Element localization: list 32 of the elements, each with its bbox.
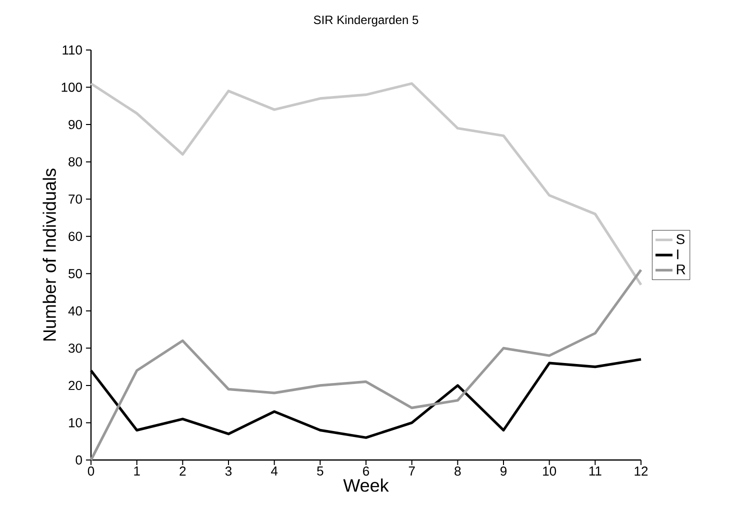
x-tick-label: 5 <box>317 466 324 476</box>
legend-label: R <box>676 264 686 274</box>
x-tick-label: 2 <box>180 466 186 476</box>
x-axis-title: Week <box>343 478 389 492</box>
legend-label: I <box>677 250 678 260</box>
line-series <box>90 82 642 286</box>
x-tick-label: 10 <box>543 466 556 476</box>
y-tick-label: 0 <box>76 455 82 465</box>
x-tick-label: 4 <box>271 466 278 476</box>
x-tick-label: 7 <box>408 466 415 476</box>
y-axis-title: Number of Individuals <box>42 168 56 341</box>
y-tick-label: 20 <box>68 380 82 390</box>
y-tick-label: 110 <box>62 45 82 55</box>
y-tick-label: 30 <box>68 344 82 353</box>
legend-label: S <box>676 234 684 244</box>
x-tick-label: 0 <box>88 466 94 476</box>
x-tick-label: 8 <box>454 466 461 476</box>
x-tick-label: 1 <box>134 466 140 476</box>
x-tick-label: 9 <box>500 466 506 476</box>
y-tick-label: 80 <box>68 157 82 166</box>
chart-title: SIR Kindergarden 5 <box>314 15 418 26</box>
y-tick-label: 60 <box>68 232 82 241</box>
y-tick-label: 50 <box>68 269 82 278</box>
x-tick-label: 6 <box>363 466 370 476</box>
y-tick-label: 70 <box>68 194 82 204</box>
y-tick-label: 10 <box>69 418 82 428</box>
x-tick-label: 12 <box>634 466 648 476</box>
y-tick-label: 40 <box>68 306 82 316</box>
y-tick-label: 100 <box>62 82 82 92</box>
y-tick-label: 90 <box>68 120 82 130</box>
x-tick-label: 11 <box>589 466 602 476</box>
x-tick-label: 3 <box>225 466 232 476</box>
